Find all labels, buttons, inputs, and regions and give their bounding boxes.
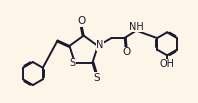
Text: OH: OH bbox=[160, 59, 175, 69]
Text: S: S bbox=[93, 73, 100, 83]
Text: N: N bbox=[96, 40, 104, 50]
Text: O: O bbox=[122, 47, 130, 57]
Text: O: O bbox=[77, 16, 86, 26]
Text: S: S bbox=[69, 58, 75, 68]
Text: NH: NH bbox=[129, 22, 144, 32]
